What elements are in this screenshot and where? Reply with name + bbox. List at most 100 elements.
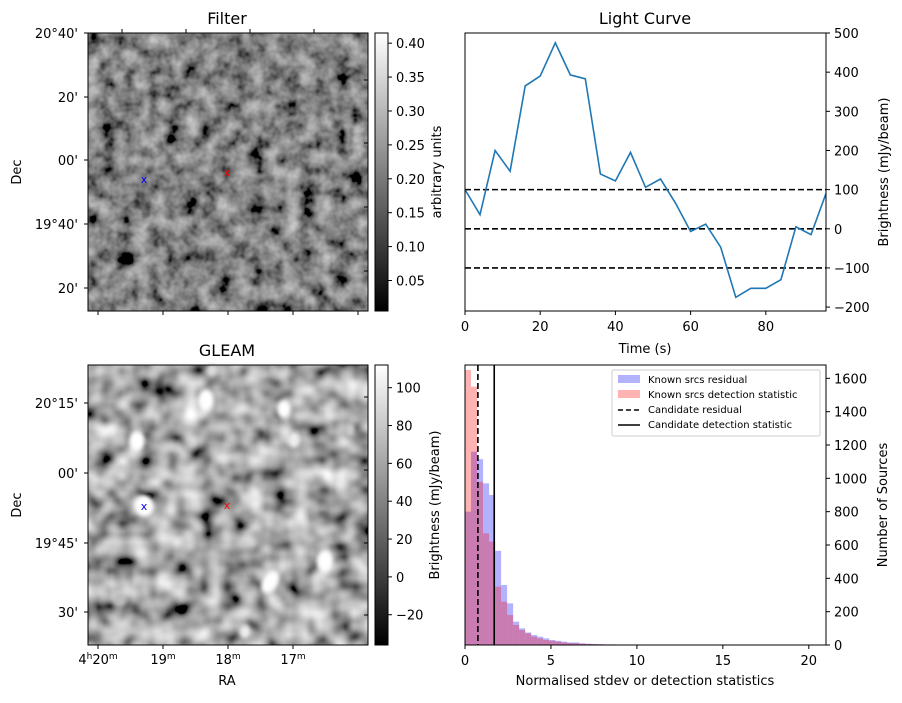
light-curve-ytick-6: 400: [834, 66, 859, 81]
light-curve-ytick-7: 500: [834, 27, 859, 42]
legend-swatch-detection: [618, 390, 640, 398]
filter-ytick-3: 19°40': [35, 218, 78, 233]
hist-xtick-2: 10: [629, 654, 646, 669]
histogram-xlabel: Normalised stdev or detection statistics: [516, 674, 775, 689]
gleam-colorbar-label: Brightness (mJy/beam): [428, 431, 443, 580]
gleam-title: GLEAM: [199, 341, 255, 360]
hist-bar-s1-10: [525, 633, 531, 645]
filter-cb-ticklabel-7: 0.40: [396, 37, 425, 52]
gleam-xtick-0: 4h20m: [78, 652, 117, 668]
gleam-cb-ticklabel-1: 0: [396, 571, 404, 586]
gleam-marker-blue: x: [141, 500, 148, 513]
gleam-cb-ticklabel-6: 100: [396, 382, 421, 397]
histogram-legend: Known srcs residual Known srcs detection…: [612, 370, 820, 436]
light-curve-xtick-2: 40: [607, 320, 624, 335]
gleam-ytick-1: 00': [58, 467, 78, 482]
hist-bar-s1-14: [549, 641, 555, 645]
gleam-colorbar-ticks: −20 0 20 40 60 80 100: [388, 382, 423, 624]
hist-bar-s1-9: [519, 630, 525, 645]
light-curve-xtick-3: 60: [682, 320, 699, 335]
light-curve-xtick-0: 0: [461, 320, 469, 335]
filter-colorbar-ticks: 0.05 0.10 0.15 0.20 0.25 0.30 0.35 0.40: [388, 37, 425, 289]
legend-label-candidate-residual: Candidate residual: [648, 405, 742, 416]
hist-ytick-2: 400: [834, 572, 859, 587]
light-curve-points: [465, 43, 826, 298]
light-curve-title: Light Curve: [599, 9, 691, 28]
gleam-panel: GLEAM x x 20°15' 00' 19°45': [10, 341, 443, 689]
gleam-cb-ticklabel-4: 60: [396, 457, 413, 472]
light-curve-ytick-2: 0: [834, 223, 842, 238]
filter-cb-ticklabel-3: 0.20: [396, 173, 425, 188]
gleam-ytick-3: 30': [58, 606, 78, 621]
filter-cb-ticklabel-2: 0.15: [396, 207, 425, 222]
light-curve-line: [465, 43, 826, 297]
gleam-xlabel: RA: [218, 674, 236, 689]
filter-y-ticks: 20°40' 20' 00' 19°40' 20': [35, 27, 88, 297]
hist-ytick-7: 1400: [834, 406, 867, 421]
filter-ytick-0: 20°40': [35, 27, 78, 42]
hist-bar-s1-6: [501, 602, 507, 645]
hist-ytick-8: 1600: [834, 372, 867, 387]
hist-bar-s1-5: [495, 587, 501, 645]
light-curve-xlabel: Time (s): [618, 342, 672, 357]
light-curve-xtick-4: 80: [758, 320, 775, 335]
filter-cb-ticklabel-5: 0.30: [396, 105, 425, 120]
hist-bar-s1-11: [531, 637, 537, 645]
light-curve-hlines: [465, 190, 826, 268]
legend-label-detection: Known srcs detection statistic: [648, 390, 797, 401]
gleam-xtick-2: 18m: [215, 652, 240, 668]
light-curve-ytick-4: 200: [834, 144, 859, 159]
gleam-colorbar: −20 0 20 40 60 80 100 Brightness (mJy/beam): [375, 365, 443, 645]
hist-bar-s1-1: [471, 387, 477, 645]
light-curve-ylabel: Brightness (mJy/beam): [877, 98, 892, 247]
filter-cb-ticklabel-6: 0.35: [396, 71, 425, 86]
hist-bar-s1-0: [465, 370, 471, 645]
gleam-ylabel: Dec: [10, 492, 25, 517]
hist-xtick-1: 5: [547, 654, 555, 669]
filter-colorbar: 0.05 0.10 0.15 0.20 0.25 0.30 0.35 0.40 arbitra…: [375, 33, 445, 311]
legend-label-residual: Known srcs residual: [648, 375, 747, 386]
hist-xtick-4: 20: [801, 654, 818, 669]
gleam-cb-ticklabel-2: 20: [396, 533, 413, 548]
hist-xtick-0: 0: [461, 654, 469, 669]
filter-ytick-4: 20': [58, 282, 78, 297]
light-curve-ytick-5: 300: [834, 105, 859, 120]
gleam-ytick-2: 19°45': [35, 537, 78, 552]
hist-bar-s1-8: [513, 625, 519, 645]
legend-label-candidate-detection: Candidate detection statistic: [648, 420, 792, 431]
gleam-cb-ticklabel-5: 80: [396, 420, 413, 435]
filter-cb-ticklabel-1: 0.10: [396, 241, 425, 256]
hist-ytick-5: 1000: [834, 472, 867, 487]
gleam-xtick-3: 17m: [280, 652, 305, 668]
gleam-cb-ticklabel-0: −20: [396, 609, 423, 624]
gleam-xtick-1: 19m: [150, 652, 175, 668]
legend-swatch-residual: [618, 375, 640, 383]
filter-cb-ticklabel-0: 0.05: [396, 274, 425, 289]
filter-ytick-1: 20': [58, 91, 78, 106]
light-curve-ytick-1: −100: [834, 262, 870, 277]
filter-title: Filter: [207, 9, 247, 28]
gleam-cb-ticklabel-3: 40: [396, 495, 413, 510]
hist-bar-s1-12: [537, 638, 543, 645]
hist-bar-s1-3: [483, 533, 489, 645]
gleam-ytick-0: 20°15': [35, 397, 78, 412]
hist-ytick-6: 1200: [834, 439, 867, 454]
filter-marker-blue: x: [141, 173, 148, 186]
hist-bar-s1-7: [507, 615, 513, 645]
hist-ytick-3: 600: [834, 539, 859, 554]
light-curve-frame: [465, 33, 826, 311]
hist-ytick-0: 0: [834, 639, 842, 654]
filter-ylabel: Dec: [10, 159, 25, 184]
filter-colorbar-label: arbitrary units: [430, 125, 445, 218]
filter-marker-red: x: [224, 166, 231, 179]
gleam-y-ticks: 20°15' 00' 19°45' 30': [35, 397, 88, 621]
filter-cb-ticklabel-4: 0.25: [396, 139, 425, 154]
gleam-marker-red: x: [224, 499, 231, 512]
histogram-ylabel: Number of Sources: [876, 443, 891, 568]
